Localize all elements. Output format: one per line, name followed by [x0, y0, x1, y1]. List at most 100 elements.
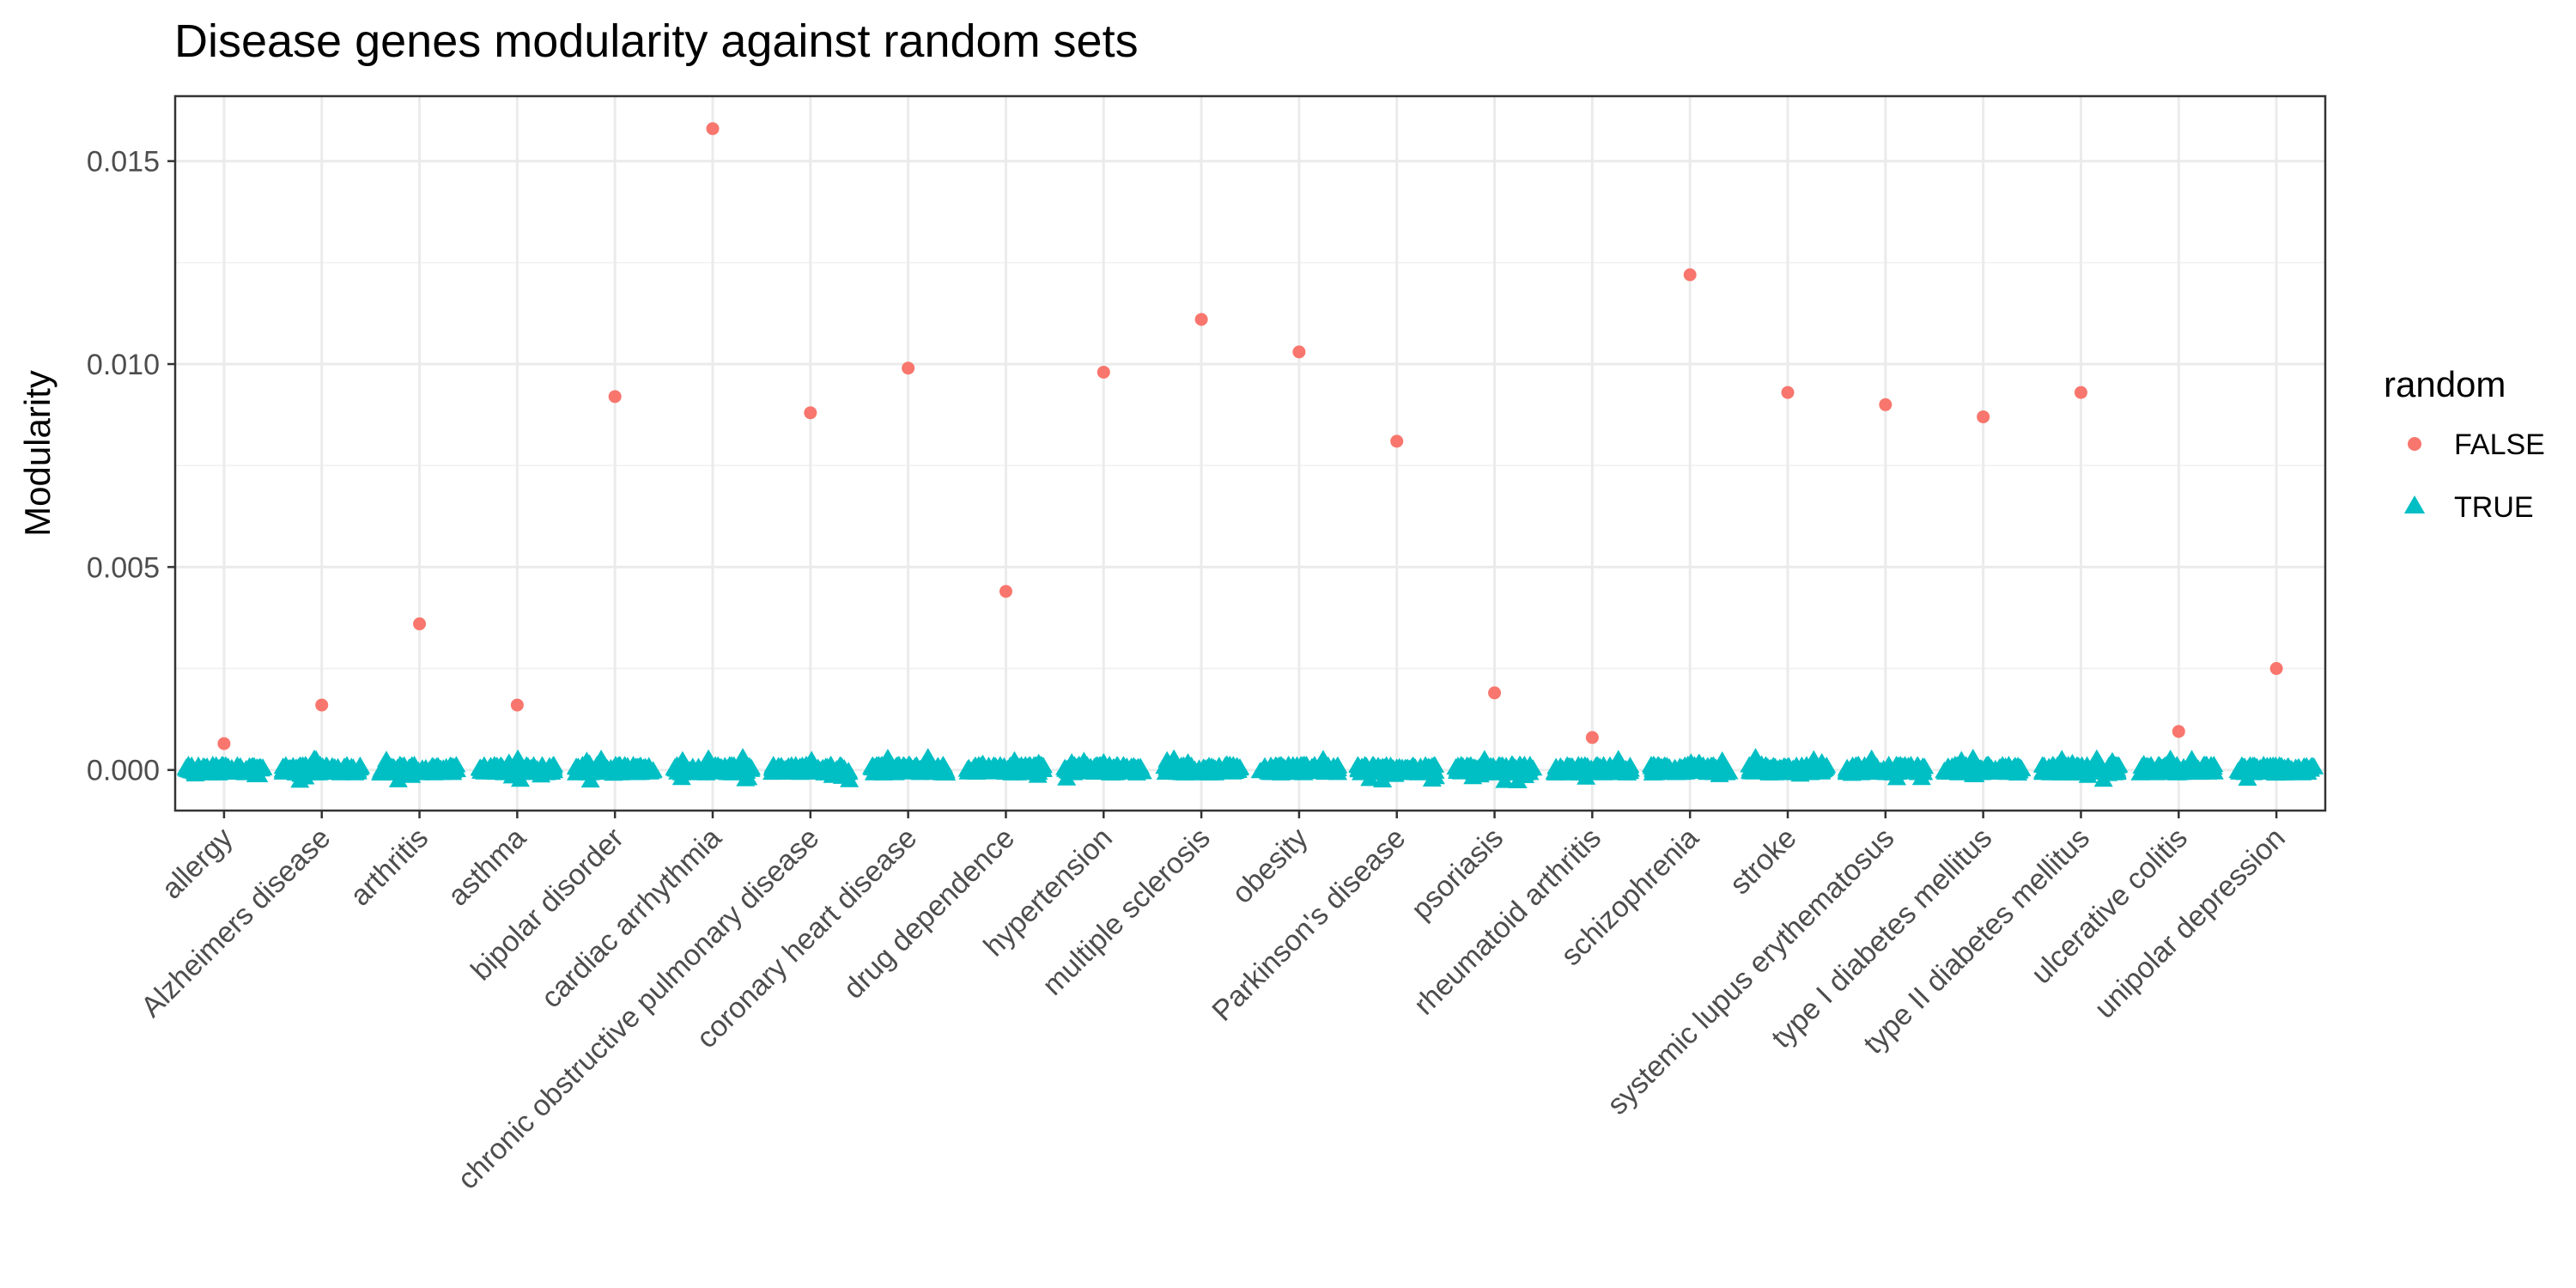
random-true-point [934, 756, 954, 774]
random-true-point [1759, 759, 1778, 776]
random-false-point [1194, 313, 1208, 326]
random-false-point [999, 585, 1012, 598]
random-true-point [2286, 762, 2306, 779]
random-false-point [217, 737, 231, 750]
random-true-point [2107, 762, 2127, 780]
random-true-point [1563, 760, 1583, 777]
random-true-point [1174, 756, 1194, 773]
random-true-point [1787, 762, 1807, 779]
random-true-point [1665, 758, 1685, 775]
random-true-point [328, 757, 348, 775]
random-false-point [1977, 410, 1990, 423]
random-true-point [1283, 756, 1303, 773]
random-true-point [610, 756, 629, 773]
random-true-point [2067, 762, 2087, 779]
chart-title: Disease genes modularity against random … [174, 15, 1139, 67]
random-true-point [1302, 757, 1321, 775]
random-true-point [2187, 760, 2207, 777]
random-true-point [1809, 759, 1829, 776]
random-true-point [2008, 756, 2028, 774]
legend-key-false [2408, 437, 2421, 451]
random-true-point [779, 762, 799, 779]
random-true-point [739, 756, 759, 774]
random-true-point [886, 757, 906, 775]
grid-minor [175, 262, 2325, 670]
legend: random FALSE TRUE [2384, 364, 2545, 524]
random-true-point [820, 756, 840, 773]
random-true-point [641, 761, 660, 778]
random-true-point [1859, 759, 1879, 776]
random-true-point [591, 756, 611, 774]
random-false-point [706, 122, 720, 136]
random-true-point [1091, 758, 1110, 775]
random-true-point [623, 760, 643, 777]
random-true-point [415, 762, 434, 779]
random-true-point [1017, 758, 1036, 775]
random-true-point [791, 763, 811, 781]
random-true-point [1971, 761, 1991, 778]
random-true-point [920, 761, 940, 778]
random-false-point [608, 390, 622, 404]
random-false-point [2074, 386, 2087, 399]
random-true-point [1996, 756, 2015, 774]
random-true-point [878, 750, 897, 768]
y-axis: 0.000 0.005 0.010 0.015 [87, 146, 175, 787]
random-true-point [865, 757, 884, 775]
random-false-point [1097, 365, 1110, 379]
random-false-point [1488, 686, 1502, 700]
random-false-point [2172, 725, 2185, 738]
random-true-point [1947, 756, 1967, 773]
y-tick-label: 0.005 [87, 551, 160, 584]
random-true-point [2040, 762, 2060, 780]
random-true-point [1495, 771, 1515, 788]
random-true-points [176, 748, 2324, 789]
random-false-point [804, 406, 817, 420]
random-true-point [835, 762, 854, 779]
random-true-point [1510, 756, 1529, 773]
random-false-point [413, 617, 427, 631]
random-true-point [474, 756, 494, 773]
random-true-point [762, 763, 782, 781]
random-true-point [1000, 756, 1020, 774]
random-true-point [600, 762, 620, 780]
random-false-point [1585, 731, 1599, 744]
random-true-point [1375, 758, 1394, 775]
y-axis-title: Modularity [17, 370, 58, 537]
random-true-point [1484, 758, 1504, 775]
random-true-point [1701, 756, 1721, 774]
y-tick-label: 0.000 [87, 755, 160, 787]
random-true-point [1424, 761, 1443, 778]
random-true-point [504, 763, 524, 781]
random-false-point [315, 698, 329, 712]
random-true-point [1842, 764, 1862, 781]
random-true-point [533, 762, 553, 780]
random-true-point [382, 759, 402, 776]
legend-title: random [2384, 364, 2506, 404]
random-false-point [1781, 386, 1795, 399]
random-true-point [432, 763, 452, 781]
random-true-point [179, 756, 198, 773]
random-true-point [212, 758, 232, 775]
random-true-point [1315, 761, 1334, 778]
random-false-point [2269, 662, 2283, 676]
random-false-point [1390, 434, 1404, 448]
random-true-point [1124, 762, 1144, 780]
random-true-point [2195, 756, 2215, 773]
legend-key-true [2403, 495, 2426, 513]
random-false-point [1292, 345, 1306, 359]
random-true-point [1263, 759, 1283, 776]
y-tick-label: 0.015 [87, 146, 160, 179]
random-true-point [1446, 758, 1466, 775]
random-true-point [1163, 760, 1182, 777]
random-false-point [1683, 268, 1697, 282]
random-true-point [492, 757, 512, 775]
random-true-point [2256, 762, 2275, 779]
random-true-point [1620, 760, 1640, 777]
random-true-point [1395, 758, 1415, 775]
random-true-point [1058, 762, 1078, 779]
random-true-point [1114, 756, 1133, 773]
random-true-point [733, 748, 753, 765]
random-false-point [510, 698, 524, 712]
random-true-point [200, 762, 220, 780]
random-true-point [2091, 762, 2111, 779]
